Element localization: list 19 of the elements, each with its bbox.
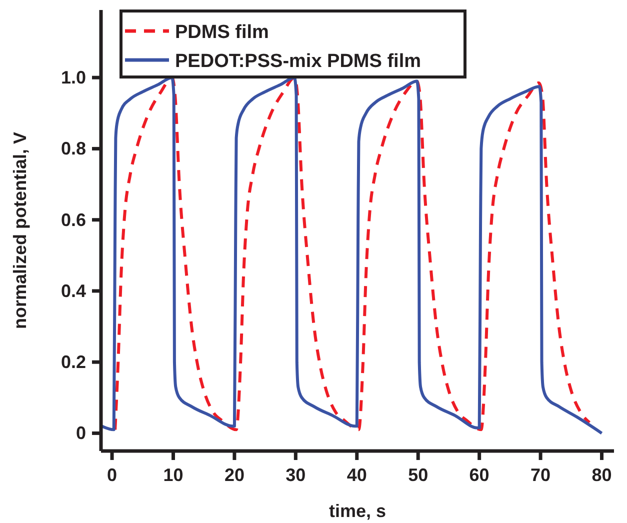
x-tick-label: 40	[346, 465, 367, 485]
x-tick-label: 70	[530, 465, 551, 485]
y-tick-label: 0.2	[60, 352, 86, 372]
y-axis-title: normalized potential, V	[10, 132, 30, 330]
x-tick-label: 30	[286, 465, 306, 485]
y-tick-label: 0.4	[60, 280, 86, 301]
x-tick-label: 50	[408, 465, 428, 485]
x-tick-label: 0	[107, 465, 118, 485]
y-tick-label: 0.6	[60, 210, 86, 230]
y-tick-label: 1.0	[60, 68, 86, 88]
x-tick-label: 20	[224, 465, 244, 485]
y-tick-label: 0.8	[60, 138, 86, 159]
x-tick-label: 60	[469, 465, 490, 485]
x-tick-label: 80	[592, 465, 612, 485]
legend-label: PDMS film	[175, 22, 269, 43]
x-tick-label: 10	[163, 465, 184, 485]
y-tick-label: 0	[76, 423, 86, 444]
x-axis-title: time, s	[328, 501, 386, 521]
legend-label: PEDOT:PSS-mix PDMS film	[175, 51, 421, 72]
